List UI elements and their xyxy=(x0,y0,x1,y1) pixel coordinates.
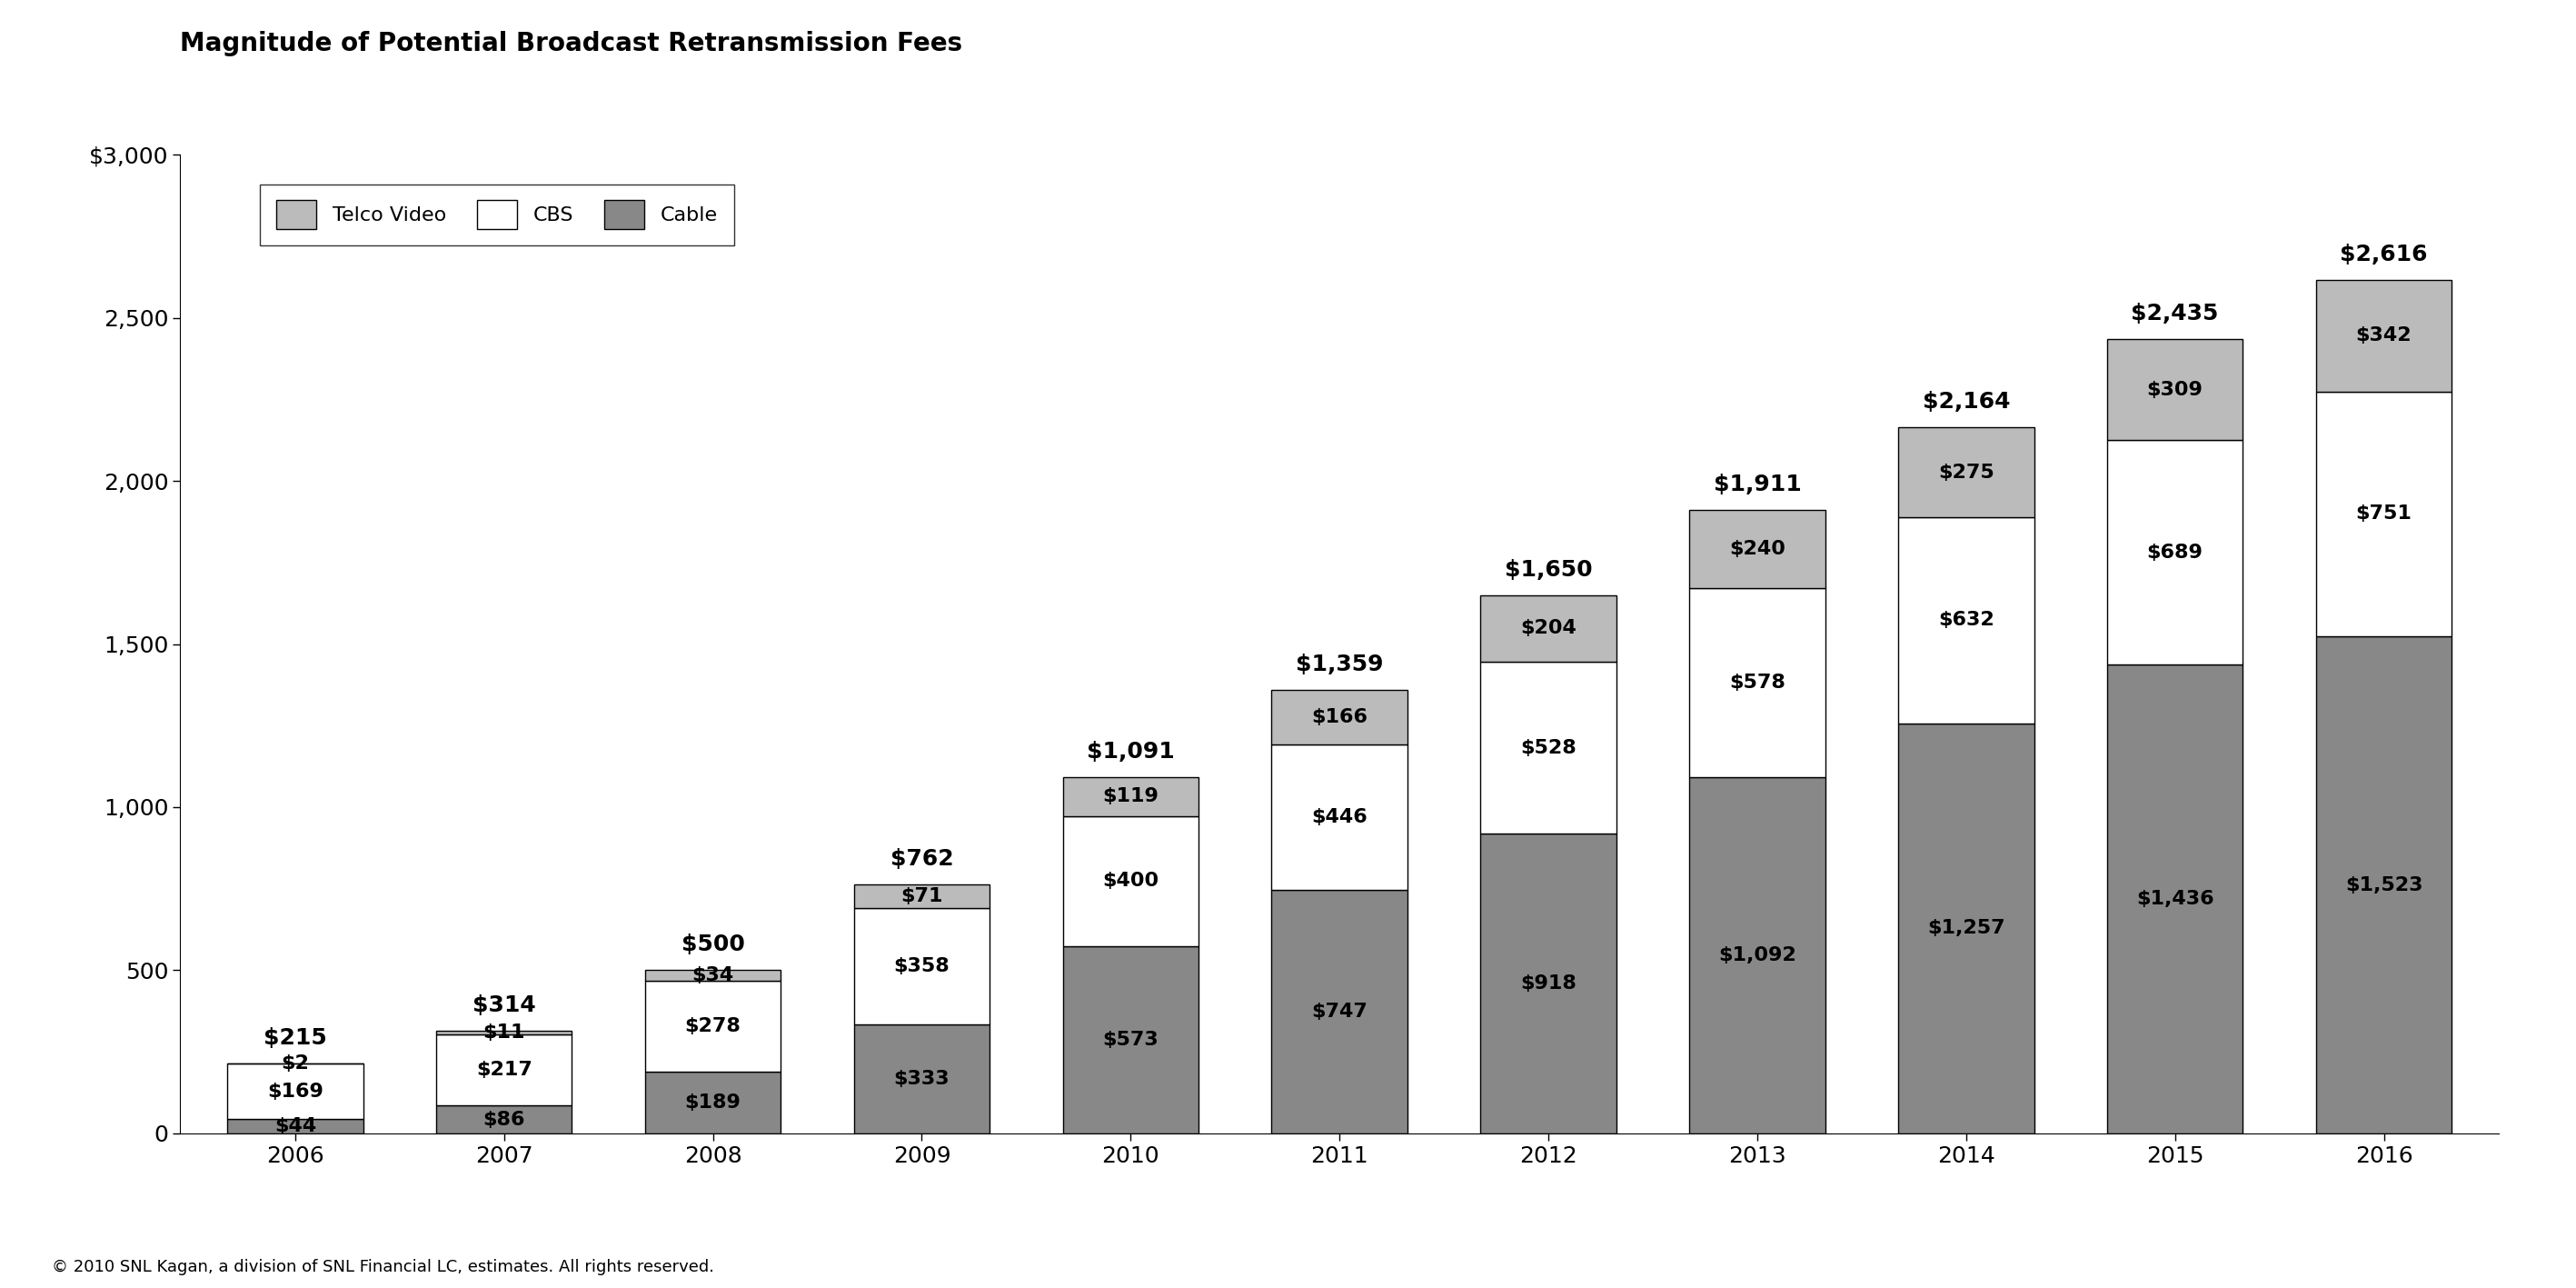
Text: © 2010 SNL Kagan, a division of SNL Financial LC, estimates. All rights reserved: © 2010 SNL Kagan, a division of SNL Fina… xyxy=(52,1258,714,1275)
Text: $169: $169 xyxy=(268,1082,325,1101)
Text: $204: $204 xyxy=(1520,620,1577,638)
Text: $632: $632 xyxy=(1937,611,1994,630)
Text: $1,092: $1,092 xyxy=(1718,947,1795,965)
Text: $11: $11 xyxy=(482,1024,526,1042)
Bar xyxy=(1064,947,1198,1133)
Text: $528: $528 xyxy=(1520,739,1577,757)
Text: $44: $44 xyxy=(273,1117,317,1135)
Bar xyxy=(1064,777,1198,817)
Text: $1,359: $1,359 xyxy=(1296,653,1383,675)
Text: $215: $215 xyxy=(263,1027,327,1048)
Bar xyxy=(1064,817,1198,947)
Bar xyxy=(2107,339,2244,440)
Text: $333: $333 xyxy=(894,1070,951,1088)
Text: $2,616: $2,616 xyxy=(2339,243,2427,265)
Text: $189: $189 xyxy=(685,1094,742,1112)
Text: $275: $275 xyxy=(1937,464,1994,482)
Bar xyxy=(1899,428,2035,516)
Bar xyxy=(227,1064,363,1119)
Text: $342: $342 xyxy=(2357,327,2411,345)
Bar xyxy=(644,970,781,981)
Bar xyxy=(1273,744,1406,890)
Bar xyxy=(435,1034,572,1105)
Bar xyxy=(2107,440,2244,665)
Text: $500: $500 xyxy=(680,934,744,956)
Text: $309: $309 xyxy=(2146,380,2202,399)
Text: $446: $446 xyxy=(1311,808,1368,826)
Text: $2: $2 xyxy=(281,1055,309,1073)
Text: $578: $578 xyxy=(1728,674,1785,692)
Text: $71: $71 xyxy=(902,887,943,905)
Bar xyxy=(2316,392,2452,636)
Bar xyxy=(2316,279,2452,392)
Text: $217: $217 xyxy=(477,1061,533,1079)
Text: $119: $119 xyxy=(1103,787,1159,805)
Bar xyxy=(1899,516,2035,724)
Text: $747: $747 xyxy=(1311,1002,1368,1020)
Text: $400: $400 xyxy=(1103,872,1159,890)
Text: $1,436: $1,436 xyxy=(2136,890,2213,908)
Text: $34: $34 xyxy=(693,966,734,984)
Bar xyxy=(1481,833,1615,1133)
Text: $1,257: $1,257 xyxy=(1927,920,2004,938)
Text: $1,650: $1,650 xyxy=(1504,559,1592,581)
Bar xyxy=(435,1105,572,1133)
Bar xyxy=(644,1072,781,1133)
Bar xyxy=(1481,595,1615,662)
Text: $762: $762 xyxy=(891,849,953,871)
Bar xyxy=(435,1030,572,1034)
Bar xyxy=(853,1025,989,1133)
Text: $689: $689 xyxy=(2146,544,2202,562)
Text: Magnitude of Potential Broadcast Retransmission Fees: Magnitude of Potential Broadcast Retrans… xyxy=(180,31,963,57)
Bar xyxy=(1899,724,2035,1133)
Bar xyxy=(227,1119,363,1133)
Text: $358: $358 xyxy=(894,957,951,975)
Text: $1,911: $1,911 xyxy=(1713,474,1801,496)
Bar xyxy=(2107,665,2244,1133)
Text: $86: $86 xyxy=(482,1110,526,1128)
Bar xyxy=(644,981,781,1072)
Bar xyxy=(1273,690,1406,744)
Bar xyxy=(2316,636,2452,1133)
Bar xyxy=(1690,510,1826,589)
Text: $1,091: $1,091 xyxy=(1087,741,1175,762)
Text: $240: $240 xyxy=(1728,540,1785,559)
Bar xyxy=(853,885,989,908)
Text: $918: $918 xyxy=(1520,975,1577,993)
Text: $2,435: $2,435 xyxy=(2130,303,2218,325)
Bar xyxy=(853,908,989,1025)
Bar xyxy=(1690,589,1826,777)
Text: $278: $278 xyxy=(685,1018,742,1036)
Text: $2,164: $2,164 xyxy=(1922,390,2009,412)
Text: $314: $314 xyxy=(471,994,536,1016)
Legend: Telco Video, CBS, Cable: Telco Video, CBS, Cable xyxy=(260,184,734,245)
Text: $1,523: $1,523 xyxy=(2344,876,2421,894)
Bar xyxy=(1273,890,1406,1133)
Text: $166: $166 xyxy=(1311,708,1368,726)
Text: $751: $751 xyxy=(2354,505,2411,523)
Text: $573: $573 xyxy=(1103,1030,1159,1048)
Bar xyxy=(1690,777,1826,1133)
Bar xyxy=(1481,662,1615,833)
